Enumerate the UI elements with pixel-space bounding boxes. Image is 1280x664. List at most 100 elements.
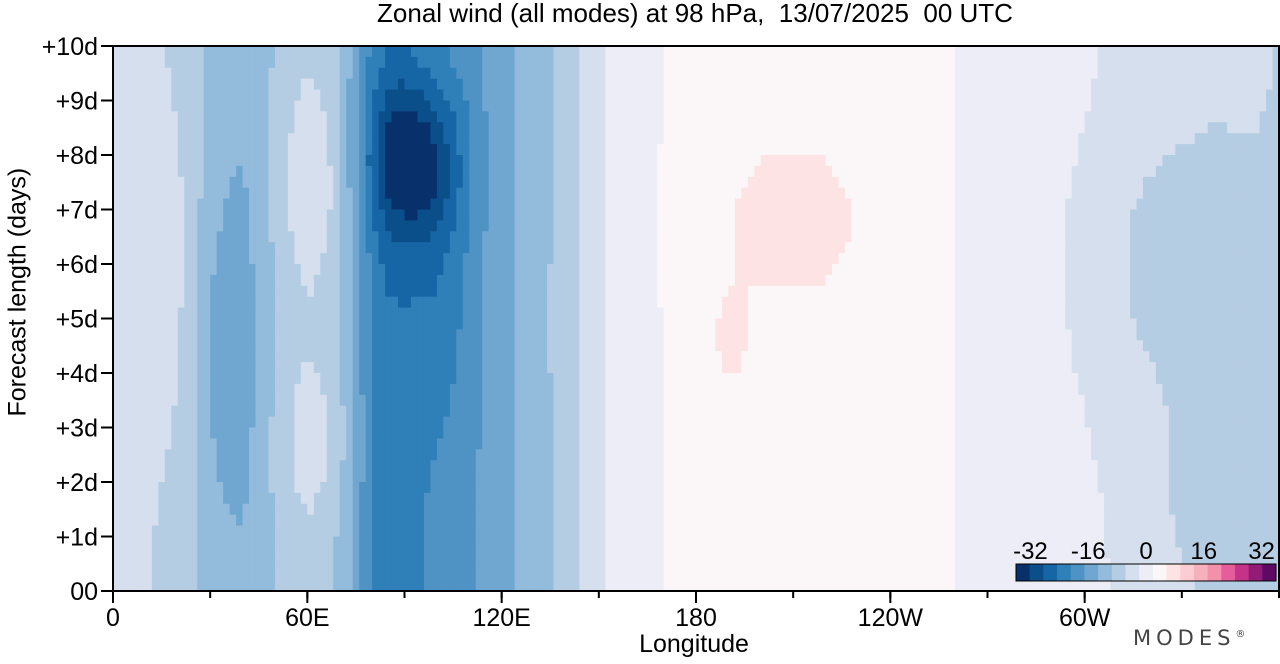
heatmap-cell xyxy=(715,274,723,287)
heatmap-cell xyxy=(838,78,846,91)
heatmap-cell xyxy=(210,144,218,156)
heatmap-cell xyxy=(644,253,652,265)
heatmap-cell xyxy=(177,176,185,189)
heatmap-cell xyxy=(663,253,671,265)
heatmap-cell xyxy=(190,111,198,123)
heatmap-cell xyxy=(151,187,159,200)
heatmap-cell xyxy=(618,100,626,112)
heatmap-cell xyxy=(436,144,444,156)
heatmap-cell xyxy=(1207,242,1215,254)
heatmap-cell xyxy=(482,187,490,200)
heatmap-cell xyxy=(851,318,859,330)
heatmap-cell xyxy=(1253,274,1261,287)
heatmap-cell xyxy=(495,231,503,243)
heatmap-cell xyxy=(1078,67,1086,80)
heatmap-cell xyxy=(469,187,477,200)
heatmap-cell xyxy=(300,340,308,352)
heatmap-cell xyxy=(572,100,580,112)
heatmap-cell xyxy=(851,264,859,276)
heatmap-cell xyxy=(294,296,302,309)
heatmap-cell xyxy=(294,89,302,102)
heatmap-cell xyxy=(430,209,438,221)
heatmap-cell xyxy=(190,231,198,243)
heatmap-cell xyxy=(786,100,794,112)
heatmap-cell xyxy=(644,122,652,134)
heatmap-cell xyxy=(929,67,937,80)
heatmap-cell xyxy=(151,144,159,156)
heatmap-cell xyxy=(398,176,406,189)
heatmap-cell xyxy=(708,231,717,243)
heatmap-cell xyxy=(1220,133,1228,145)
heatmap-cell xyxy=(961,78,969,91)
heatmap-cell xyxy=(430,274,438,287)
heatmap-cell xyxy=(274,264,283,276)
heatmap-cell xyxy=(138,209,146,221)
heatmap-cell xyxy=(540,187,548,200)
heatmap-cell xyxy=(482,198,490,211)
heatmap-cell xyxy=(650,242,658,254)
heatmap-cell xyxy=(320,46,328,58)
heatmap-cell xyxy=(553,209,561,221)
heatmap-cell xyxy=(138,285,146,298)
heatmap-cell xyxy=(1006,67,1015,80)
heatmap-cell xyxy=(747,78,755,91)
heatmap-cell xyxy=(624,253,632,265)
heatmap-cell xyxy=(1181,89,1189,102)
heatmap-cell xyxy=(838,209,846,221)
heatmap-cell xyxy=(534,318,542,330)
heatmap-cell xyxy=(825,329,833,341)
heatmap-cell xyxy=(585,274,593,287)
heatmap-cell xyxy=(1039,209,1047,221)
heatmap-cell xyxy=(1207,67,1215,80)
heatmap-cell xyxy=(378,198,386,211)
heatmap-cell xyxy=(993,56,1002,69)
heatmap-cell xyxy=(935,176,943,189)
heatmap-cell xyxy=(922,220,930,232)
heatmap-cell xyxy=(786,318,794,330)
heatmap-cell xyxy=(268,242,276,254)
heatmap-cell xyxy=(832,329,840,341)
heatmap-cell xyxy=(391,46,399,58)
heatmap-cell xyxy=(572,133,580,145)
heatmap-cell xyxy=(676,329,684,341)
heatmap-cell xyxy=(754,264,762,276)
heatmap-cell xyxy=(184,329,192,341)
heatmap-cell xyxy=(1104,67,1112,80)
heatmap-cell xyxy=(663,155,671,167)
heatmap-cell xyxy=(261,122,270,134)
heatmap-cell xyxy=(825,340,833,352)
heatmap-cell xyxy=(261,155,270,167)
heatmap-cell xyxy=(728,307,736,320)
heatmap-cell xyxy=(974,242,982,254)
heatmap-cell xyxy=(249,165,257,178)
heatmap-cell xyxy=(1168,274,1176,287)
heatmap-cell xyxy=(125,89,134,102)
heatmap-cell xyxy=(864,198,872,211)
heatmap-cell xyxy=(456,133,464,145)
heatmap-cell xyxy=(747,89,755,102)
heatmap-cell xyxy=(1078,176,1086,189)
heatmap-cell xyxy=(145,56,153,69)
heatmap-cell xyxy=(158,220,166,232)
heatmap-cell xyxy=(1253,187,1261,200)
heatmap-cell xyxy=(274,111,283,123)
heatmap-cell xyxy=(1019,296,1027,309)
heatmap-cell xyxy=(488,274,496,287)
heatmap-cell xyxy=(410,111,419,123)
heatmap-cell xyxy=(585,89,593,102)
heatmap-cell xyxy=(1130,264,1138,276)
heatmap-cell xyxy=(417,176,425,189)
heatmap-cell xyxy=(734,242,742,254)
heatmap-cell xyxy=(559,340,568,352)
heatmap-cell xyxy=(436,67,444,80)
heatmap-cell xyxy=(443,296,451,309)
heatmap-cell xyxy=(1149,329,1157,341)
heatmap-cell xyxy=(125,187,134,200)
heatmap-cell xyxy=(702,111,710,123)
heatmap-cell xyxy=(1259,155,1267,167)
heatmap-cell xyxy=(592,274,600,287)
heatmap-cell xyxy=(365,231,373,243)
heatmap-cell xyxy=(145,340,153,352)
heatmap-cell xyxy=(1188,89,1196,102)
heatmap-cell xyxy=(579,296,587,309)
